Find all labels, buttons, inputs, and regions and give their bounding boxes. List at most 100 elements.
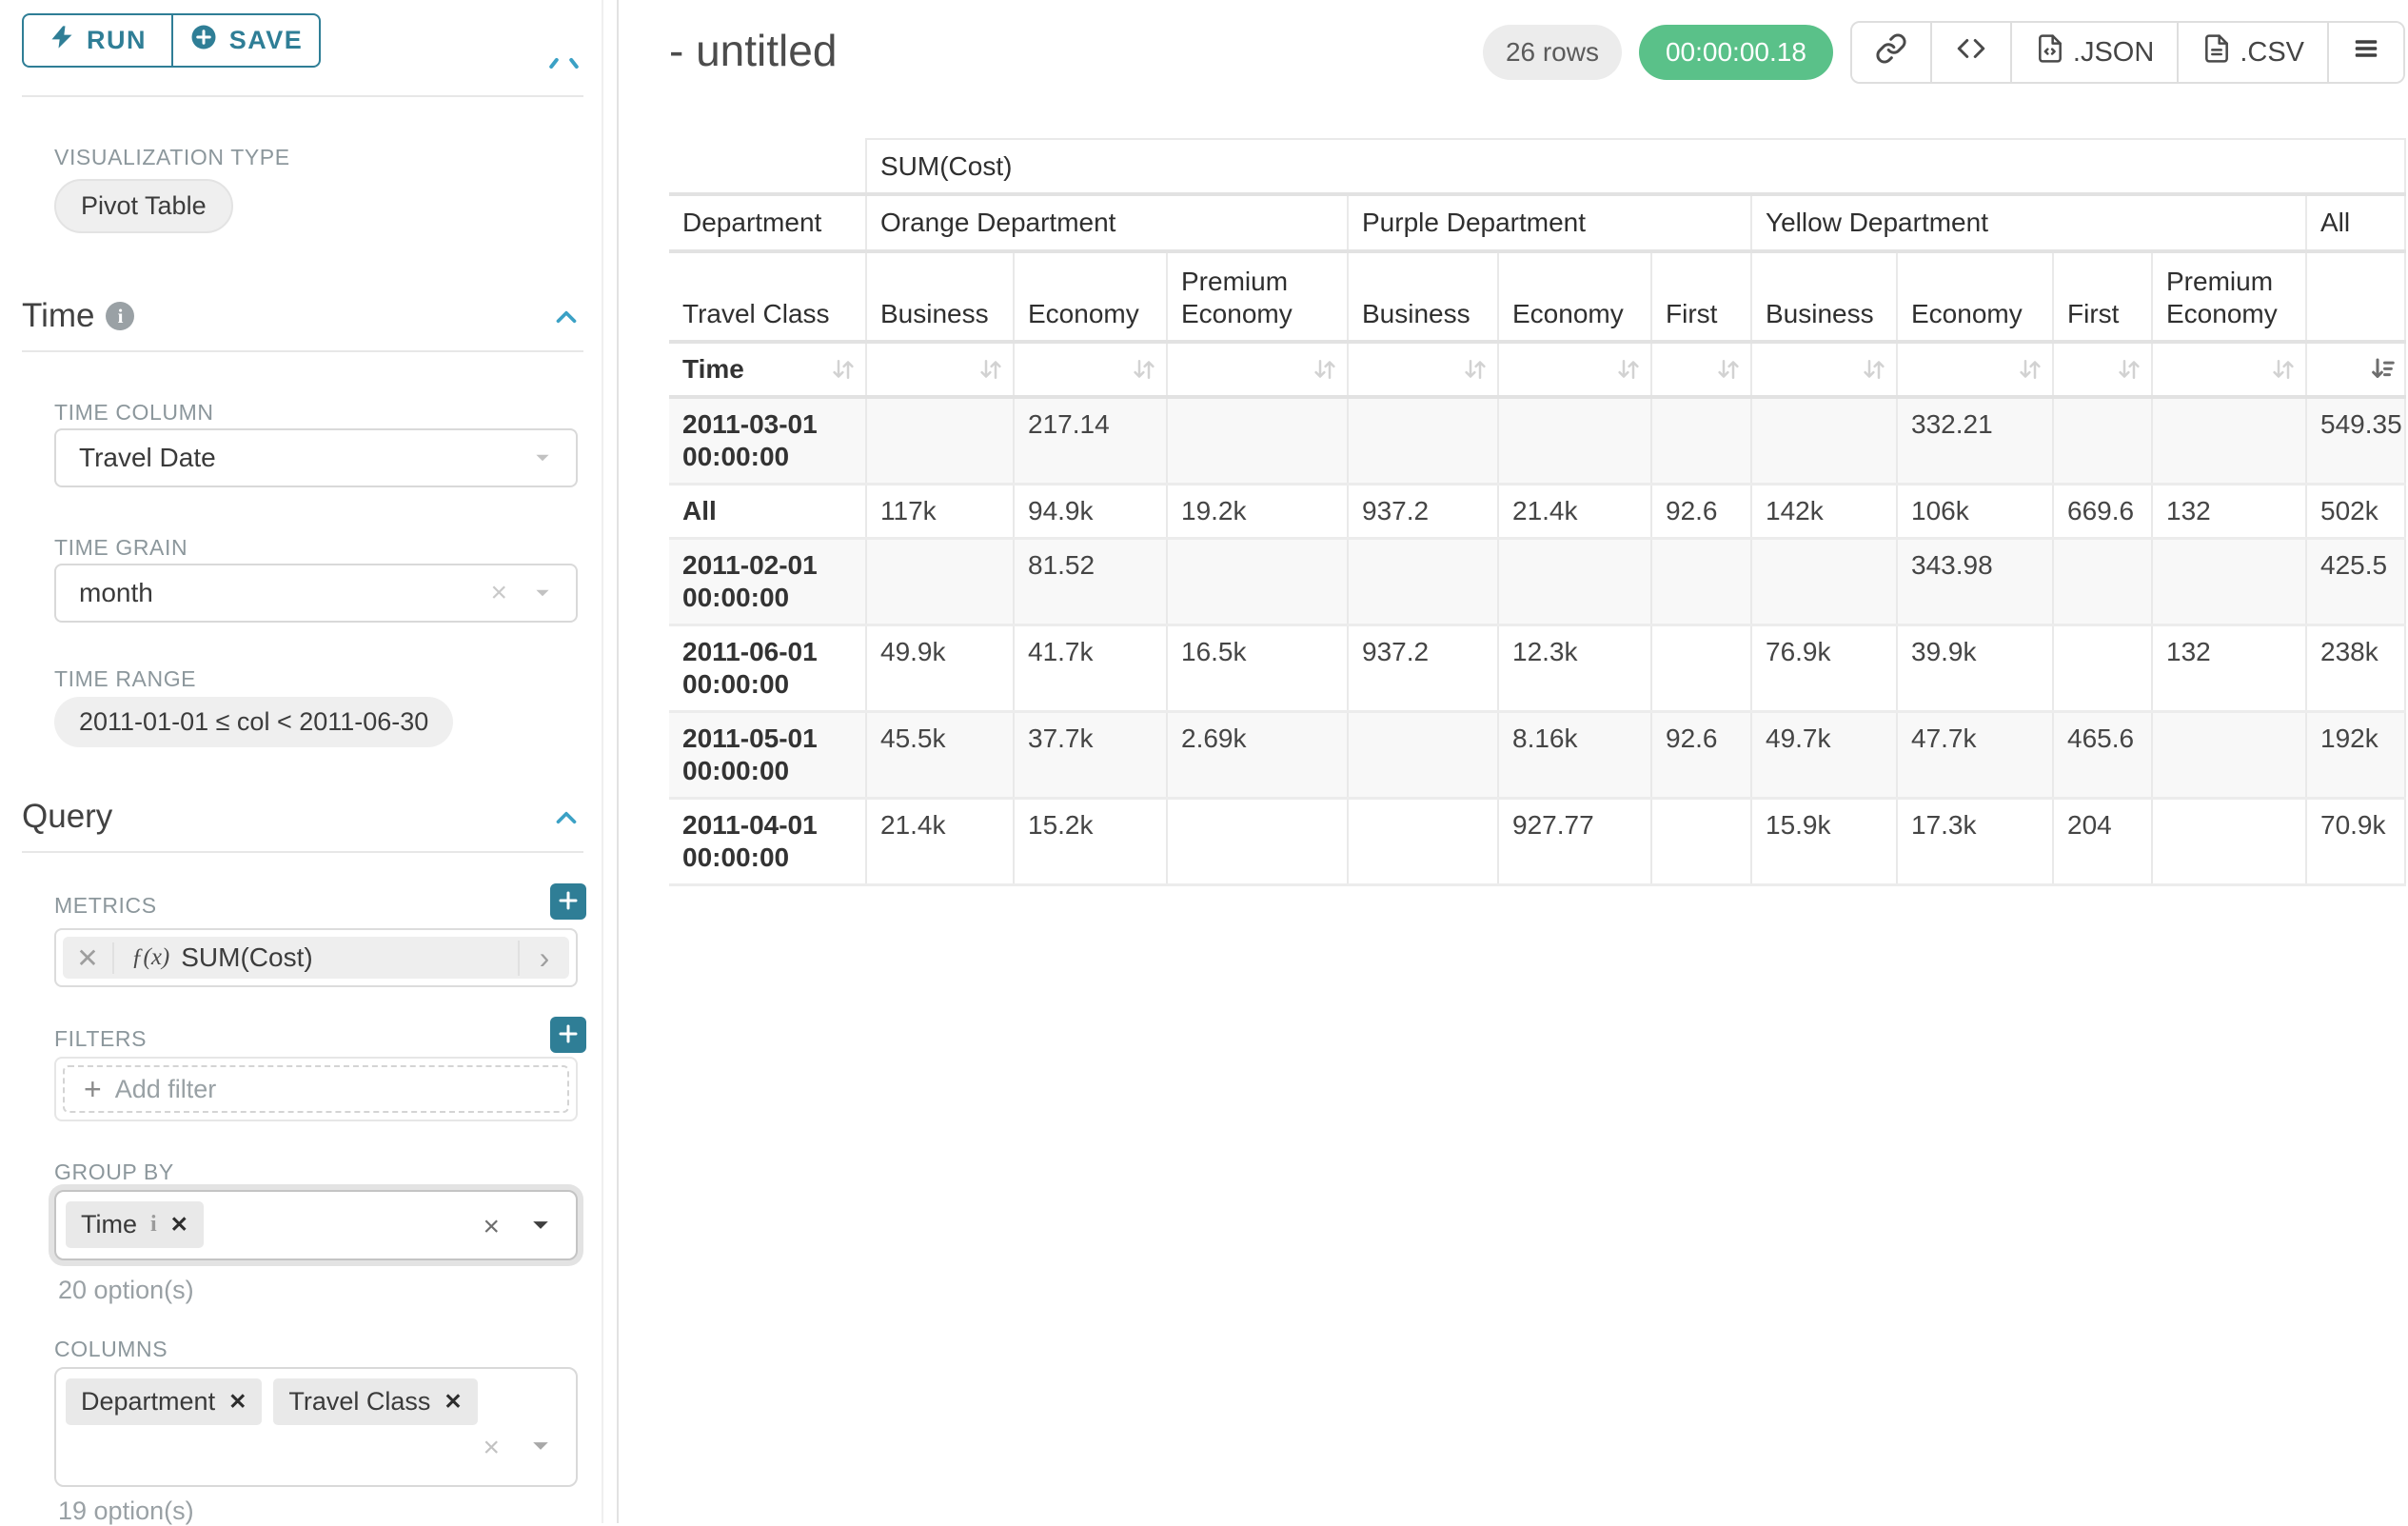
column-sort-cell — [1181, 355, 1339, 384]
scrollbar-track[interactable] — [602, 0, 603, 1523]
group-by-tag-time: Time i ✕ — [66, 1201, 204, 1248]
more-menu-button[interactable] — [2327, 23, 2403, 82]
metric-pill[interactable]: ✕ ƒ(x) SUM(Cost) › — [63, 937, 569, 979]
sort-arrows-icon[interactable] — [1461, 355, 1490, 384]
pivot-cell — [1651, 538, 1752, 626]
sort-arrows-icon[interactable] — [2115, 355, 2143, 384]
table-row: 2011-02-01 00:00:00 81.52 343.98 425.5 — [669, 538, 2407, 626]
pivot-cell — [2053, 397, 2153, 486]
time-range-pill[interactable]: 2011-01-01 ≤ col < 2011-06-30 — [54, 697, 454, 747]
add-filter-plus-button[interactable] — [550, 1017, 586, 1053]
chevron-right-icon[interactable]: › — [518, 940, 569, 976]
sort-desc-active-icon[interactable] — [2368, 355, 2397, 384]
pivot-cell: 192k — [2306, 711, 2407, 800]
export-csv-button[interactable]: .CSV — [2177, 23, 2327, 82]
time-column-select[interactable]: Travel Date — [54, 428, 578, 487]
sort-arrows-icon[interactable] — [1311, 355, 1339, 384]
group-by-options-count: 20 option(s) — [58, 1276, 194, 1304]
group-header-orange-department: Orange Department — [866, 194, 1349, 253]
remove-tag-icon[interactable]: ✕ — [169, 1212, 188, 1237]
plus-icon — [557, 1022, 580, 1048]
pivot-cell — [2053, 624, 2153, 713]
sort-arrows-icon[interactable] — [2016, 355, 2044, 384]
viz-type-pill[interactable]: Pivot Table — [54, 179, 233, 233]
run-button[interactable]: RUN — [22, 13, 171, 68]
metrics-control: ✕ ƒ(x) SUM(Cost) › — [54, 928, 578, 987]
pivot-cell — [2152, 397, 2307, 486]
add-filter-button[interactable]: + Add filter — [63, 1065, 569, 1113]
clear-icon[interactable]: × — [483, 1211, 500, 1242]
columns-options-count: 19 option(s) — [58, 1496, 194, 1525]
file-csv-icon — [2201, 33, 2232, 71]
metrics-label: METRICS — [54, 893, 157, 918]
sort-arrows-icon[interactable] — [2269, 355, 2298, 384]
pivot-cell: 142k — [1751, 484, 1898, 540]
plus-circle-icon — [189, 23, 218, 58]
pivot-cell — [1167, 538, 1349, 626]
pivot-cell: 8.16k — [1498, 711, 1652, 800]
column-sort-cell — [1911, 355, 2044, 384]
col-header-economy: Economy — [1498, 251, 1652, 344]
pivot-cell: 47.7k — [1897, 711, 2054, 800]
group-by-select[interactable]: Time i ✕ × — [54, 1190, 578, 1260]
remove-tag-icon[interactable]: ✕ — [228, 1389, 247, 1414]
metric-header-cell: SUM(Cost) — [866, 138, 2407, 196]
embed-code-button[interactable] — [1929, 23, 2010, 82]
caret-down-icon — [532, 447, 553, 468]
pivot-cell: 94.9k — [1014, 484, 1168, 540]
columns-select[interactable]: Department ✕ Travel Class ✕ × — [54, 1367, 578, 1487]
metric-header-row: SUM(Cost) — [669, 138, 2407, 196]
sort-arrows-icon[interactable] — [829, 355, 858, 384]
row-header: All — [669, 484, 867, 540]
col-header-first: First — [1651, 251, 1752, 344]
control-panel-sidebar: Chart Type RUN SAVE VISUALIZATION TYPE P… — [0, 0, 619, 1525]
pivot-cell: 204 — [2053, 798, 2153, 886]
time-section-collapse-button[interactable] — [550, 301, 582, 336]
col-header-business: Business — [866, 251, 1015, 344]
column-sort-cell — [1666, 355, 1743, 384]
caret-down-icon — [532, 583, 553, 604]
pivot-cell: 12.3k — [1498, 624, 1652, 713]
row-header: 2011-04-01 00:00:00 — [669, 798, 867, 886]
group-header-all: All — [2306, 194, 2407, 253]
column-sort-cell — [1766, 355, 1888, 384]
sort-arrows-icon[interactable] — [1714, 355, 1743, 384]
pivot-cell: 343.98 — [1897, 538, 2054, 626]
remove-metric-icon[interactable]: ✕ — [63, 941, 114, 974]
sort-arrows-icon[interactable] — [977, 355, 1005, 384]
remove-tag-icon[interactable]: ✕ — [444, 1389, 463, 1414]
lightning-bolt-icon — [49, 24, 75, 57]
caret-down-icon[interactable] — [528, 1434, 553, 1463]
clear-icon[interactable]: × — [490, 577, 507, 608]
time-grain-select[interactable]: month × — [54, 564, 578, 623]
pivot-cell: 117k — [866, 484, 1015, 540]
sort-arrows-icon[interactable] — [1130, 355, 1158, 384]
time-range-label: TIME RANGE — [54, 666, 197, 691]
save-button[interactable]: SAVE — [171, 13, 321, 68]
sort-arrows-icon[interactable] — [1614, 355, 1643, 384]
column-sort-header — [1897, 342, 2054, 399]
group-by-label: GROUP BY — [54, 1159, 174, 1184]
pivot-cell — [1651, 624, 1752, 713]
divider — [22, 350, 583, 352]
pivot-cell: 16.5k — [1167, 624, 1349, 713]
query-section-collapse-button[interactable] — [550, 802, 582, 837]
chart-title[interactable]: - untitled — [669, 26, 838, 75]
copy-link-button[interactable] — [1851, 23, 1930, 82]
column-sort-header — [1498, 342, 1652, 399]
sort-arrows-icon[interactable] — [1860, 355, 1888, 384]
clear-icon[interactable]: × — [483, 1432, 500, 1463]
info-icon: i — [106, 302, 135, 330]
table-row: 2011-06-01 00:00:00 49.9k 41.7k 16.5k 937.2 1… — [669, 624, 2407, 713]
column-sort-cell — [1512, 355, 1643, 384]
pivot-cell — [1498, 538, 1652, 626]
columns-label: COLUMNS — [54, 1337, 168, 1361]
table-row: 2011-03-01 00:00:00 217.14 332.21 549.35 — [669, 397, 2407, 486]
pivot-cell: 17.3k — [1897, 798, 2054, 886]
add-metric-button[interactable] — [550, 883, 586, 920]
pivot-cell: 217.14 — [1014, 397, 1168, 486]
export-json-button[interactable]: .JSON — [2009, 23, 2178, 82]
pivot-cell: 70.9k — [2306, 798, 2407, 886]
caret-down-icon[interactable] — [528, 1213, 553, 1242]
hamburger-menu-icon — [2352, 34, 2380, 70]
